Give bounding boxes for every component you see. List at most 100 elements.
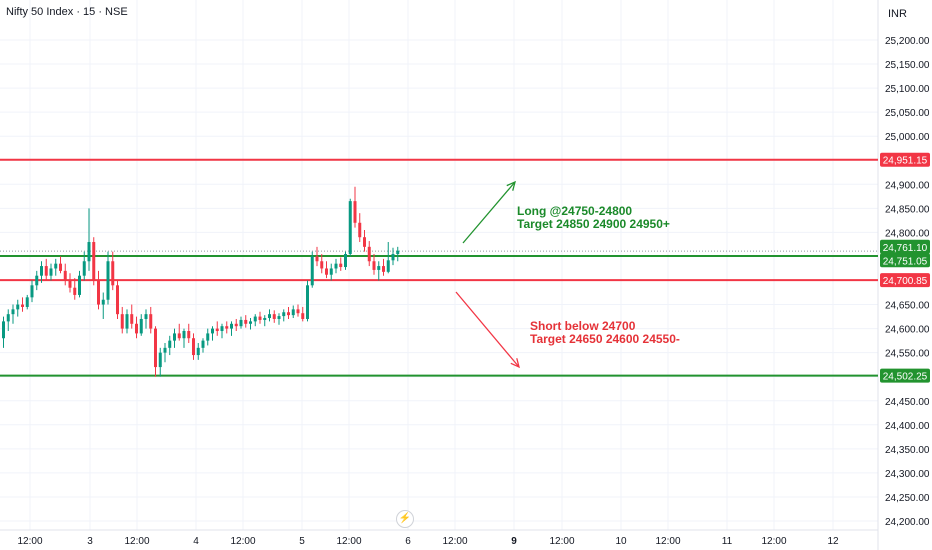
candle-body — [59, 263, 62, 271]
y-tick-label: 24,650.00 — [885, 301, 930, 312]
x-tick-label: 12:00 — [336, 536, 361, 547]
last-price-tag-bg — [880, 239, 930, 254]
candle-body — [158, 352, 162, 368]
candle-body — [353, 201, 357, 223]
candle-body — [320, 261, 324, 269]
candle-body — [196, 347, 200, 356]
candle-body — [377, 266, 381, 270]
candle-body — [68, 280, 72, 288]
candle-body — [211, 328, 214, 334]
candle-body — [125, 314, 129, 329]
x-tick-label: 3 — [87, 536, 93, 547]
candle-body — [35, 275, 39, 286]
y-tick-label: 25,000.00 — [885, 132, 930, 143]
chart-title: Nifty 50 Index · 15 · NSE — [6, 6, 128, 18]
candle-body — [382, 266, 385, 272]
y-tick-label: 24,600.00 — [885, 325, 930, 336]
short-arrow — [455, 291, 520, 368]
candle-body — [329, 268, 333, 275]
candle-body — [287, 312, 290, 316]
y-tick-label: 25,200.00 — [885, 36, 930, 47]
candle-body — [230, 323, 233, 329]
short-annotation-line2: Target 24650 24600 24550- — [530, 332, 680, 346]
candle-body — [173, 333, 176, 341]
long-arrow — [462, 181, 516, 244]
x-tick-label: 10 — [615, 536, 627, 547]
candle-body — [40, 266, 43, 276]
candle-body — [334, 263, 338, 269]
candle-body — [358, 222, 362, 238]
candle-body — [263, 318, 267, 320]
candle-body — [215, 328, 219, 332]
long-arrow-head — [506, 180, 516, 191]
candle-body — [101, 299, 105, 305]
x-tick-label: 4 — [193, 536, 199, 547]
candle-body — [282, 312, 286, 317]
x-tick-label: 12:00 — [442, 536, 467, 547]
candle-body — [11, 309, 15, 315]
x-tick-label: 12:00 — [549, 536, 574, 547]
x-tick-label: 12:00 — [230, 536, 255, 547]
y-tick-label: 24,550.00 — [885, 349, 930, 360]
x-tick-label: 12 — [827, 536, 839, 547]
y-tick-label: 24,250.00 — [885, 493, 930, 504]
candle-body — [372, 261, 376, 270]
level-price-tag-bg — [880, 368, 930, 383]
short-annotation-line1: Short below 24700 — [530, 319, 636, 333]
candle-body — [87, 242, 91, 262]
lightning-icon[interactable]: ⚡ — [396, 510, 414, 528]
x-tick-label: 5 — [299, 536, 305, 547]
candle-body — [244, 319, 248, 324]
candle-body — [220, 326, 224, 332]
candle-body — [139, 318, 143, 334]
candle-body — [272, 314, 276, 319]
candle-body — [182, 331, 186, 339]
candle-body — [391, 254, 395, 261]
long-annotation-line2: Target 24850 24900 24950+ — [517, 217, 670, 231]
candle-body — [106, 261, 110, 300]
candle-body — [348, 201, 352, 255]
candle-body — [116, 285, 119, 315]
level-price-tag: 24,751.05 — [883, 256, 928, 267]
candle-body — [325, 268, 328, 275]
candle-body — [249, 321, 252, 324]
candle-body — [120, 314, 124, 329]
candle-body — [63, 270, 67, 281]
candle-body — [25, 297, 29, 307]
candle-body — [54, 263, 58, 269]
candle-body — [2, 321, 5, 339]
candle-body — [258, 316, 262, 320]
short-arrow-head — [510, 358, 520, 369]
y-tick-label: 24,900.00 — [885, 180, 930, 191]
candle-body — [163, 347, 167, 353]
level-price-tag: 24,502.25 — [883, 372, 928, 383]
candle-body — [49, 268, 53, 276]
candle-body — [82, 261, 86, 276]
candle-body — [315, 256, 319, 262]
x-tick-label: 11 — [722, 536, 733, 547]
candle-body — [144, 314, 148, 319]
x-tick-label: 9 — [511, 536, 517, 547]
candle-body — [306, 285, 309, 319]
candle-body — [367, 246, 371, 262]
candle-body — [21, 304, 24, 307]
candle-body — [154, 328, 157, 368]
candle-body — [277, 316, 281, 319]
candle-body — [301, 313, 305, 319]
candle-body — [73, 287, 77, 295]
y-tick-label: 24,850.00 — [885, 204, 930, 215]
long-annotation: Long @24750-24800 Target 24850 24900 249… — [517, 205, 670, 231]
level-price-tag: 24,700.85 — [883, 276, 928, 287]
candle-body — [225, 326, 229, 329]
short-annotation: Short below 24700 Target 24650 24600 245… — [530, 320, 680, 346]
candle-body — [339, 263, 343, 268]
currency-label[interactable]: INR — [888, 8, 907, 20]
x-tick-label: 6 — [405, 536, 411, 547]
y-tick-label: 24,800.00 — [885, 228, 930, 239]
last-price-tag: 24,761.10 — [883, 243, 928, 254]
candle-body — [239, 319, 243, 327]
candle-body — [149, 314, 153, 329]
candle-body — [44, 266, 48, 276]
y-tick-label: 24,400.00 — [885, 421, 930, 432]
